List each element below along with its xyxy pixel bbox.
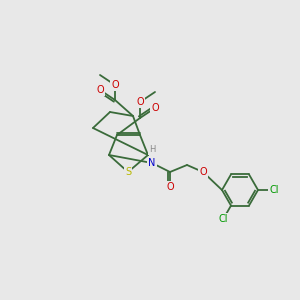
Text: Cl: Cl	[218, 214, 228, 224]
Text: H: H	[149, 146, 155, 154]
Text: Cl: Cl	[269, 185, 279, 195]
Text: O: O	[199, 167, 207, 177]
Text: S: S	[125, 167, 131, 177]
Text: O: O	[136, 97, 144, 107]
Text: O: O	[111, 80, 119, 90]
Text: O: O	[96, 85, 104, 95]
Text: N: N	[148, 158, 156, 168]
Text: O: O	[166, 182, 174, 192]
Text: O: O	[151, 103, 159, 113]
